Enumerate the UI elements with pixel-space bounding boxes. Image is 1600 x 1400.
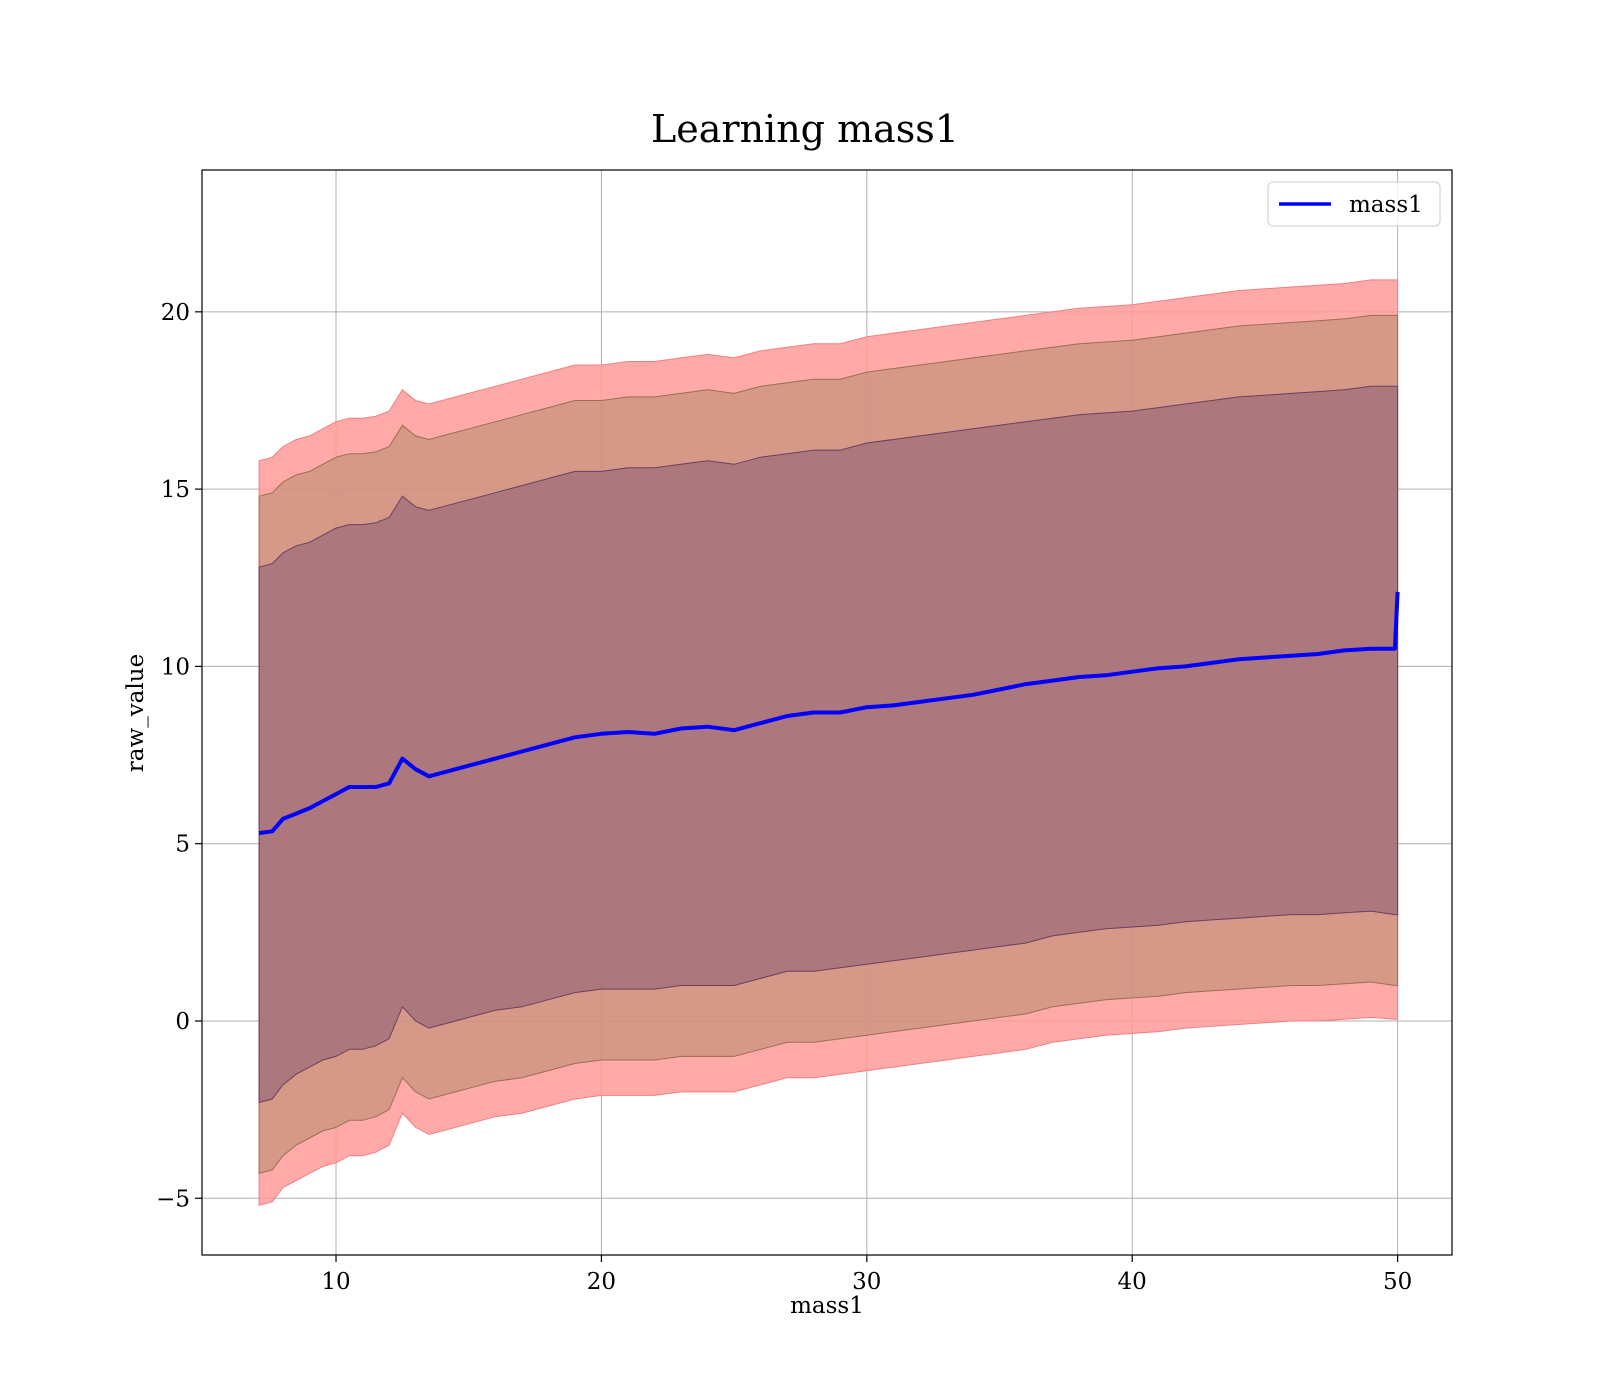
x-axis-label: mass1 <box>790 1293 864 1319</box>
y-tick-label: −5 <box>156 1186 190 1212</box>
legend-label: mass1 <box>1349 192 1423 218</box>
series-lines <box>258 591 1400 836</box>
y-tick-label: 10 <box>161 654 190 680</box>
band-middle <box>258 314 1399 1175</box>
confidence-bands <box>258 279 1399 1207</box>
series-line-mass1 <box>258 591 1400 836</box>
x-tick-label: 30 <box>852 1269 881 1295</box>
y-tick-label: 5 <box>175 832 190 858</box>
x-tick-label: 50 <box>1383 1269 1412 1295</box>
plot-frame <box>201 169 1453 1256</box>
x-axis-ticks: 10 20 30 40 50 <box>321 1255 1412 1295</box>
y-tick-label: 0 <box>175 1009 190 1035</box>
x-tick-label: 20 <box>587 1269 616 1295</box>
x-tick-label: 10 <box>321 1269 350 1295</box>
legend: mass1 <box>1267 181 1441 227</box>
legend-box <box>1267 181 1441 227</box>
y-axis-label: raw_value <box>123 654 149 772</box>
x-tick-label: 40 <box>1118 1269 1147 1295</box>
chart-title: Learning mass1 <box>651 107 959 151</box>
y-axis-ticks: −5 0 5 10 15 20 <box>156 300 202 1212</box>
y-tick-label: 20 <box>161 300 190 326</box>
y-tick-label: 15 <box>161 477 190 503</box>
band-inner <box>258 385 1399 1104</box>
